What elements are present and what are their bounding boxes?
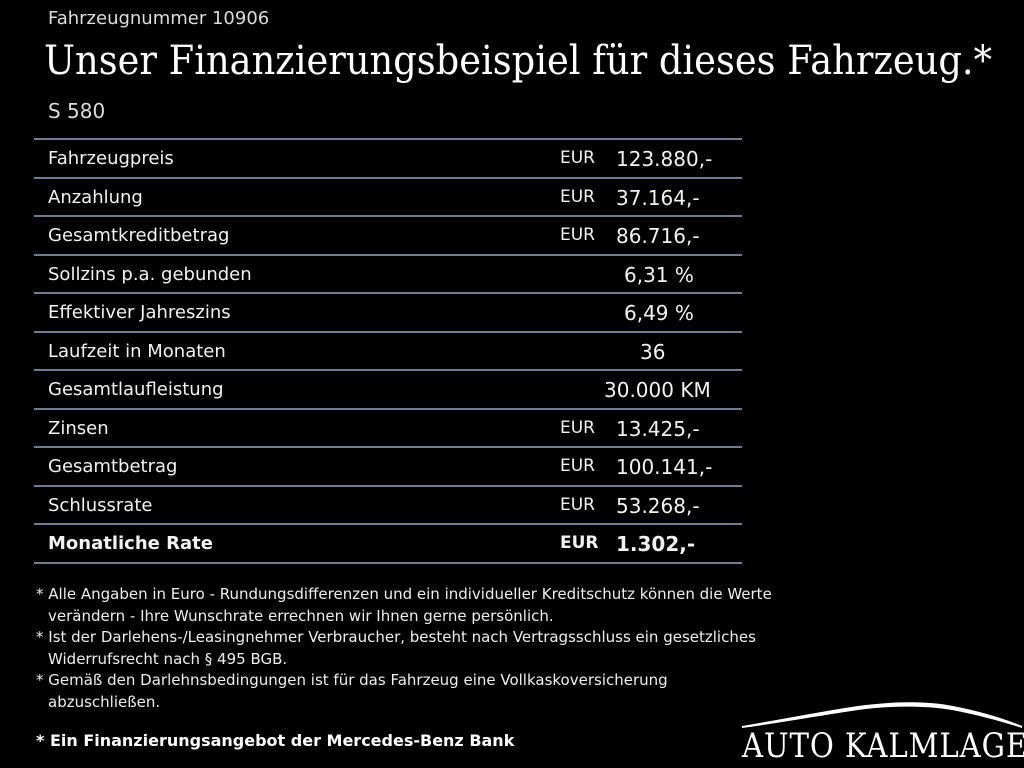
table-row: Gesamtkreditbetrag EUR 86.716,- bbox=[34, 217, 742, 256]
row-label: Gesamtbetrag bbox=[48, 456, 178, 477]
table-row: Sollzins p.a. gebunden 6,31 % bbox=[34, 256, 742, 294]
row-value: 36 bbox=[640, 339, 666, 364]
footnote: * Ist der Darlehens-/Leasingnehmer Verbr… bbox=[36, 628, 756, 668]
row-label: Laufzeit in Monaten bbox=[48, 340, 226, 362]
table-row: Schlussrate EUR 53.268,- bbox=[34, 487, 742, 525]
table-row: Zinsen EUR 13.425,- bbox=[34, 410, 742, 448]
row-currency: EUR bbox=[560, 148, 595, 168]
row-value: 13.425,- bbox=[616, 416, 700, 441]
car-silhouette-icon bbox=[742, 702, 1022, 728]
dealer-logo: AUTO KALMLAGE bbox=[738, 694, 1024, 768]
table-row: Effektiver Jahreszins 6,49 % bbox=[34, 294, 742, 333]
row-currency: EUR bbox=[560, 225, 595, 245]
row-value: 6,49 % bbox=[624, 301, 694, 325]
table-row: Laufzeit in Monaten 36 bbox=[34, 333, 742, 371]
row-value: 100.141,- bbox=[616, 455, 713, 479]
row-value: 1.302,- bbox=[616, 532, 696, 556]
row-label: Effektiver Jahreszins bbox=[48, 302, 231, 323]
table-row: Fahrzeugpreis EUR 123.880,- bbox=[34, 140, 742, 179]
vehicle-number: Fahrzeugnummer 10906 bbox=[48, 8, 270, 29]
table-row: Anzahlung EUR 37.164,- bbox=[34, 179, 742, 217]
row-currency: EUR bbox=[560, 417, 595, 438]
row-value: 86.716,- bbox=[616, 224, 700, 248]
row-value: 30.000 KM bbox=[604, 378, 711, 402]
row-label: Anzahlung bbox=[48, 186, 143, 208]
page-title: Unser Finanzierungsbeispiel für dieses F… bbox=[44, 38, 993, 84]
row-label: Gesamtlaufleistung bbox=[48, 379, 224, 400]
table-row: Gesamtbetrag EUR 100.141,- bbox=[34, 448, 742, 487]
row-value: 123.880,- bbox=[616, 147, 713, 171]
offer-note: * Ein Finanzierungsangebot der Mercedes-… bbox=[36, 731, 515, 750]
row-value: 6,31 % bbox=[624, 262, 694, 287]
monthly-rate-row: Monatliche Rate EUR 1.302,- bbox=[34, 525, 742, 564]
row-label: Sollzins p.a. gebunden bbox=[48, 263, 252, 285]
row-label: Fahrzeugpreis bbox=[48, 148, 174, 169]
row-value: 53.268,- bbox=[616, 493, 700, 518]
row-label: Gesamtkreditbetrag bbox=[48, 225, 230, 246]
row-currency: EUR bbox=[560, 494, 595, 515]
row-currency: EUR bbox=[560, 186, 595, 207]
model-name: S 580 bbox=[48, 99, 106, 123]
dealer-logo-text: AUTO KALMLAGE bbox=[742, 726, 1024, 766]
row-currency: EUR bbox=[560, 456, 595, 476]
row-label: Zinsen bbox=[48, 417, 109, 439]
row-value: 37.164,- bbox=[616, 185, 700, 210]
footnotes: * Alle Angaben in Euro - Rundungsdiffere… bbox=[36, 584, 776, 713]
footnote: * Gemäß den Darlehnsbedingungen ist für … bbox=[36, 671, 668, 711]
row-label: Monatliche Rate bbox=[48, 533, 213, 554]
row-label: Schlussrate bbox=[48, 494, 153, 516]
finance-table: Fahrzeugpreis EUR 123.880,- Anzahlung EU… bbox=[34, 138, 742, 564]
table-row: Gesamtlaufleistung 30.000 KM bbox=[34, 371, 742, 410]
footnote: * Alle Angaben in Euro - Rundungsdiffere… bbox=[36, 585, 772, 625]
row-currency: EUR bbox=[560, 533, 599, 553]
